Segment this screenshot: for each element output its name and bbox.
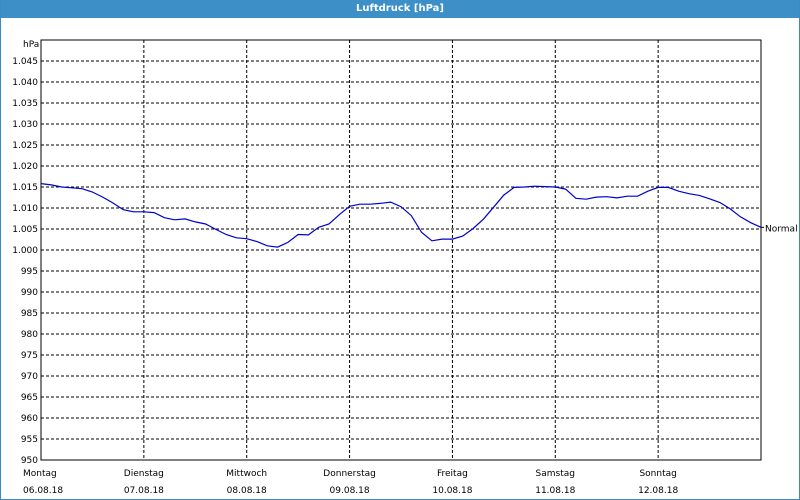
x-date-label: 12.08.18	[638, 486, 678, 496]
x-day-label: Sonntag	[639, 469, 676, 479]
y-tick-label: 990	[21, 288, 38, 298]
window-title: Luftdruck [hPa]	[1, 0, 799, 18]
x-axis: Montag 06.08.18 Dienstag 07.08.18 Mittwoch 08…	[23, 469, 678, 496]
y-tick-label: 1.025	[12, 141, 38, 151]
x-day-label: Dienstag	[124, 469, 164, 479]
x-date-label: 11.08.18	[535, 486, 575, 496]
y-tick-label: 1.005	[12, 225, 38, 235]
x-date-label: 09.08.18	[330, 486, 370, 496]
x-day-label: Montag	[23, 469, 57, 479]
y-tick-label: 965	[21, 393, 38, 403]
y-tick-label: 1.000	[12, 246, 38, 256]
y-tick-label: 955	[21, 435, 38, 445]
plot-area	[40, 39, 762, 461]
y-tick-label: 1.035	[12, 99, 38, 109]
x-day-label: Donnerstag	[323, 469, 376, 479]
x-day-label: Mittwoch	[226, 469, 267, 479]
y-tick-label: 1.045	[12, 57, 38, 67]
y-tick-label: 960	[21, 414, 38, 424]
x-date-label: 08.08.18	[227, 486, 267, 496]
y-tick-label: 1.030	[12, 120, 38, 130]
y-tick-label: 980	[21, 330, 38, 340]
y-tick-label: 1.040	[12, 78, 38, 88]
y-tick-label: 1.010	[12, 204, 38, 214]
series-line	[40, 183, 762, 248]
reference-label: Normal	[765, 224, 798, 234]
y-axis-unit-label: hPa	[23, 40, 39, 50]
x-date-label: 07.08.18	[124, 486, 164, 496]
y-tick-label: 970	[21, 372, 38, 382]
y-axis: 950 955 960 965 970 975 980 985 990 995 1.000 1.005…	[12, 57, 38, 466]
y-tick-label: 995	[21, 267, 38, 277]
x-day-label: Freitag	[437, 469, 468, 479]
series-group	[40, 183, 764, 248]
chart-grid	[41, 40, 761, 460]
y-tick-label: 985	[21, 309, 38, 319]
x-date-label: 10.08.18	[432, 486, 472, 496]
y-tick-label: 950	[21, 456, 38, 466]
y-tick-label: 1.015	[12, 183, 38, 193]
y-tick-label: 1.020	[12, 162, 38, 172]
x-day-label: Samstag	[536, 469, 575, 479]
x-date-label: 06.08.18	[23, 486, 63, 496]
y-tick-label: 975	[21, 351, 38, 361]
